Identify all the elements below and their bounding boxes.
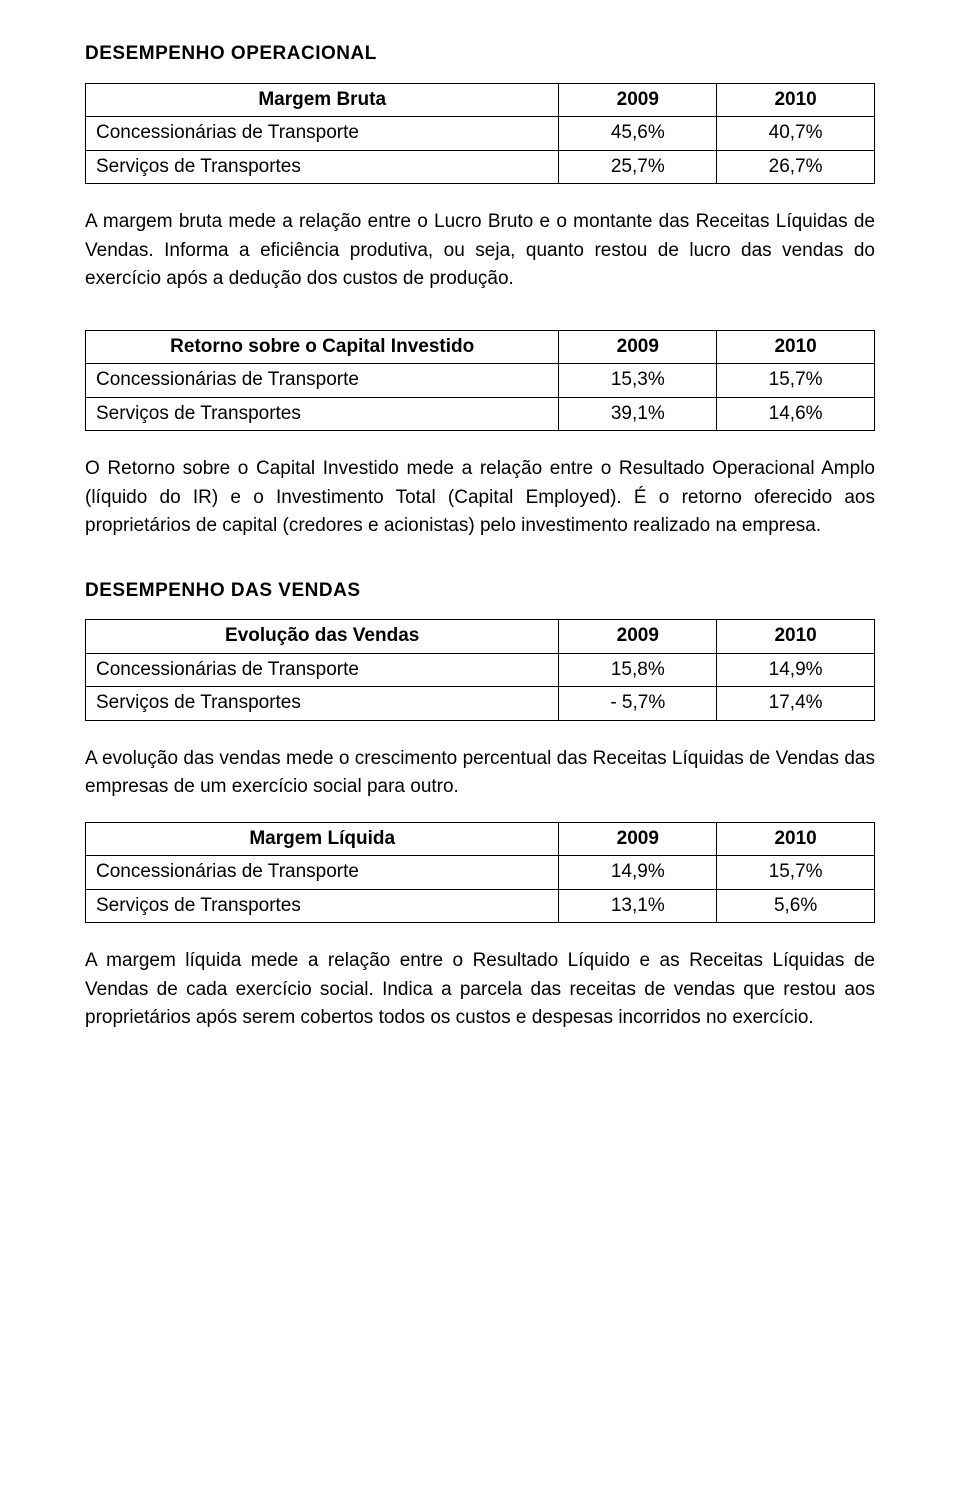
cell-value: 15,7% [717, 856, 875, 890]
cell-value: 15,8% [559, 653, 717, 687]
document-page: DESEMPENHO OPERACIONAL Margem Bruta 2009… [0, 0, 960, 1498]
cell-value: 40,7% [717, 117, 875, 151]
table-header-2010: 2010 [717, 620, 875, 654]
cell-label: Serviços de Transportes [86, 687, 559, 721]
cell-value: 26,7% [717, 150, 875, 184]
table-header-2010: 2010 [717, 83, 875, 117]
cell-value: 15,7% [717, 364, 875, 398]
paragraph-margem-liquida: A margem líquida mede a relação entre o … [85, 947, 875, 1033]
cell-value: 25,7% [559, 150, 717, 184]
table-row: Concessionárias de Transporte 15,3% 15,7… [86, 364, 875, 398]
paragraph-evolucao-vendas: A evolução das vendas mede o crescimento… [85, 745, 875, 802]
cell-value: 45,6% [559, 117, 717, 151]
paragraph-margem-bruta: A margem bruta mede a relação entre o Lu… [85, 208, 875, 294]
table-header-2009: 2009 [559, 83, 717, 117]
cell-value: 14,9% [559, 856, 717, 890]
cell-label: Concessionárias de Transporte [86, 117, 559, 151]
table-header-2009: 2009 [559, 822, 717, 856]
table-row: Concessionárias de Transporte 45,6% 40,7… [86, 117, 875, 151]
table-header-row: Retorno sobre o Capital Investido 2009 2… [86, 330, 875, 364]
cell-value: 13,1% [559, 889, 717, 923]
table-header-row: Margem Líquida 2009 2010 [86, 822, 875, 856]
cell-value: 39,1% [559, 397, 717, 431]
table-header-label: Margem Líquida [86, 822, 559, 856]
table-header-label: Retorno sobre o Capital Investido [86, 330, 559, 364]
table-header-2010: 2010 [717, 330, 875, 364]
cell-label: Serviços de Transportes [86, 397, 559, 431]
table-header-row: Margem Bruta 2009 2010 [86, 83, 875, 117]
cell-value: 14,9% [717, 653, 875, 687]
table-header-label: Evolução das Vendas [86, 620, 559, 654]
table-row: Serviços de Transportes 13,1% 5,6% [86, 889, 875, 923]
table-row: Concessionárias de Transporte 14,9% 15,7… [86, 856, 875, 890]
table-header-2010: 2010 [717, 822, 875, 856]
cell-value: 17,4% [717, 687, 875, 721]
cell-label: Concessionárias de Transporte [86, 653, 559, 687]
table-header-row: Evolução das Vendas 2009 2010 [86, 620, 875, 654]
section-2-heading: DESEMPENHO DAS VENDAS [85, 577, 875, 606]
cell-label: Serviços de Transportes [86, 889, 559, 923]
table-margem-bruta: Margem Bruta 2009 2010 Concessionárias d… [85, 83, 875, 185]
table-retorno-capital: Retorno sobre o Capital Investido 2009 2… [85, 330, 875, 432]
cell-label: Serviços de Transportes [86, 150, 559, 184]
cell-label: Concessionárias de Transporte [86, 856, 559, 890]
table-row: Concessionárias de Transporte 15,8% 14,9… [86, 653, 875, 687]
table-row: Serviços de Transportes 25,7% 26,7% [86, 150, 875, 184]
table-header-label: Margem Bruta [86, 83, 559, 117]
table-header-2009: 2009 [559, 330, 717, 364]
section-1-heading: DESEMPENHO OPERACIONAL [85, 40, 875, 69]
cell-value: 15,3% [559, 364, 717, 398]
table-row: Serviços de Transportes 39,1% 14,6% [86, 397, 875, 431]
cell-value: 14,6% [717, 397, 875, 431]
table-row: Serviços de Transportes - 5,7% 17,4% [86, 687, 875, 721]
table-margem-liquida: Margem Líquida 2009 2010 Concessionárias… [85, 822, 875, 924]
table-header-2009: 2009 [559, 620, 717, 654]
cell-value: 5,6% [717, 889, 875, 923]
paragraph-retorno-capital: O Retorno sobre o Capital Investido mede… [85, 455, 875, 541]
table-evolucao-vendas: Evolução das Vendas 2009 2010 Concession… [85, 619, 875, 721]
cell-label: Concessionárias de Transporte [86, 364, 559, 398]
cell-value: - 5,7% [559, 687, 717, 721]
